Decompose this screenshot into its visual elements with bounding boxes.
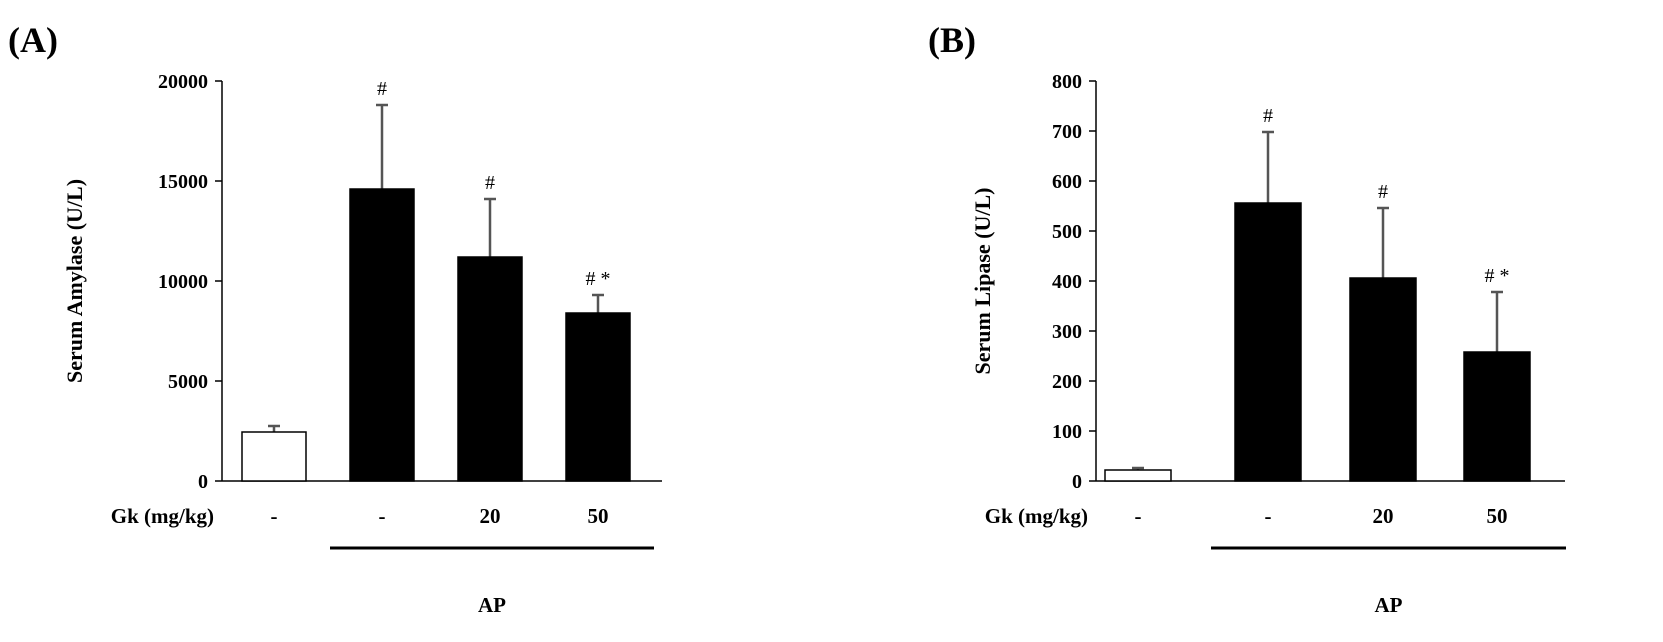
y-tick-label: 0 xyxy=(198,471,208,493)
category-label: 50 xyxy=(588,504,609,528)
y-tick-label: 300 xyxy=(1052,321,1082,343)
category-label: - xyxy=(1135,504,1142,528)
x-row-label: Gk (mg/kg) xyxy=(985,504,1088,528)
panel-a: (A) Serum Amylase (U/L) 0 5000 10000 15000 200… xyxy=(8,20,662,617)
panel-b: (B) Serum Lipase (U/L) 0 100 200 300 400 500 600… xyxy=(928,20,1566,617)
bar xyxy=(565,312,631,482)
significance-marker: # xyxy=(377,78,387,100)
y-tick-label: 200 xyxy=(1052,371,1082,393)
y-axis-label: Serum Lipase (U/L) xyxy=(970,188,995,375)
bar xyxy=(1234,202,1302,482)
y-tick-label: 800 xyxy=(1052,71,1082,93)
group-label: AP xyxy=(478,593,506,617)
y-tick-label: 5000 xyxy=(168,371,208,393)
category-label: - xyxy=(271,504,278,528)
y-tick-label: 0 xyxy=(1072,471,1082,493)
bar xyxy=(1463,351,1531,482)
category-label: - xyxy=(1265,504,1272,528)
bar xyxy=(241,431,307,482)
significance-marker: # * xyxy=(586,268,611,290)
panel-label: (A) xyxy=(8,20,58,60)
category-label: 20 xyxy=(1373,504,1394,528)
category-label: - xyxy=(379,504,386,528)
category-label: 50 xyxy=(1487,504,1508,528)
y-tick-label: 700 xyxy=(1052,121,1082,143)
y-tick-label: 10000 xyxy=(158,271,208,293)
y-tick-label: 500 xyxy=(1052,221,1082,243)
significance-marker: # xyxy=(1263,105,1273,127)
bar xyxy=(1349,277,1417,482)
x-row-label: Gk (mg/kg) xyxy=(111,504,214,528)
y-tick-label: 15000 xyxy=(158,171,208,193)
significance-marker: # xyxy=(1378,181,1388,203)
bar xyxy=(1104,469,1172,482)
y-tick-label: 100 xyxy=(1052,421,1082,443)
y-axis-label: Serum Amylase (U/L) xyxy=(62,179,87,383)
category-label: 20 xyxy=(480,504,501,528)
significance-marker: # xyxy=(485,172,495,194)
significance-marker: # * xyxy=(1485,265,1510,287)
y-tick-label: 600 xyxy=(1052,171,1082,193)
y-tick-label: 400 xyxy=(1052,271,1082,293)
panel-label: (B) xyxy=(928,20,976,60)
bar xyxy=(457,256,523,482)
group-label: AP xyxy=(1375,593,1403,617)
y-tick-label: 20000 xyxy=(158,71,208,93)
bar xyxy=(349,188,415,482)
